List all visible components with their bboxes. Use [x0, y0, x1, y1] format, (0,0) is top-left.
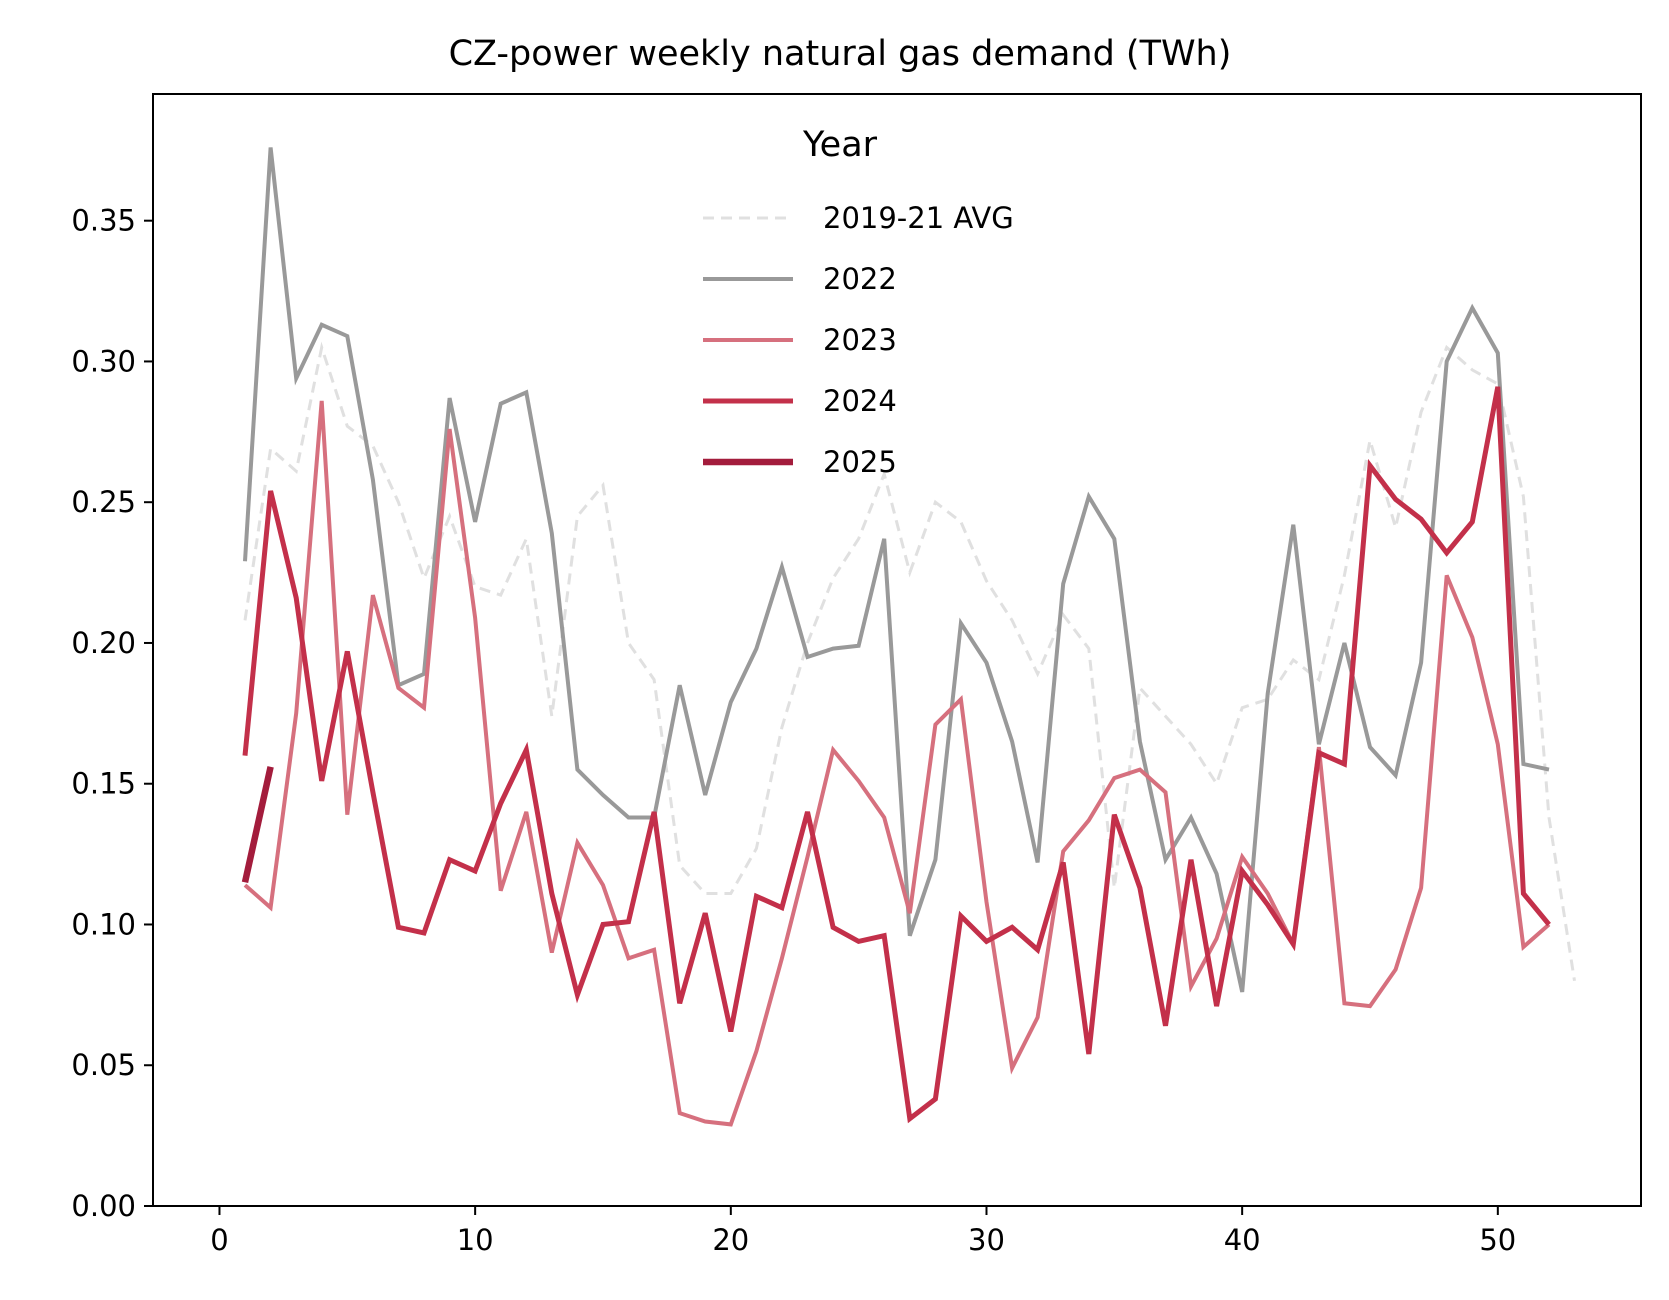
- series-line-3: [242, 386, 1551, 1124]
- legend-title: Year: [802, 125, 878, 165]
- series-lines: [241, 147, 1576, 1127]
- x-tick-label: 40: [1224, 1223, 1261, 1257]
- legend-label: 2025: [823, 445, 897, 479]
- legend-label: 2019-21 AVG: [823, 201, 1014, 235]
- series-line-4: [241, 766, 274, 884]
- legend-label: 2022: [823, 262, 897, 296]
- chart-title: CZ-power weekly natural gas demand (TWh): [449, 34, 1232, 74]
- y-tick-label: 0.10: [71, 907, 136, 941]
- series-line-2: [243, 400, 1551, 1127]
- legend: Year 2019-21 AVG 2022 2023 2024 2025: [703, 125, 1014, 479]
- y-tick-label: 0.25: [71, 485, 136, 519]
- series-line-1: [243, 147, 1550, 993]
- x-tick-label: 10: [457, 1223, 494, 1257]
- y-tick-label: 0.00: [71, 1189, 136, 1223]
- x-tick-label: 0: [210, 1223, 228, 1257]
- plot-frame: [152, 93, 1642, 1207]
- legend-label: 2024: [823, 384, 897, 418]
- y-tick-label: 0.30: [71, 344, 136, 378]
- y-tick-label: 0.05: [71, 1048, 136, 1082]
- x-tick-label: 20: [712, 1223, 749, 1257]
- x-tick-label: 50: [1479, 1223, 1516, 1257]
- axes: 0 10 20 30 40 50 0.00 0.05 0.10 0.15 0.20 0.25 0.30 0…: [71, 93, 1642, 1257]
- legend-label: 2023: [823, 323, 897, 357]
- y-tick-label: 0.15: [71, 767, 136, 801]
- y-tick-label: 0.35: [71, 204, 136, 238]
- x-tick-label: 30: [968, 1223, 1005, 1257]
- y-tick-label: 0.20: [71, 626, 136, 660]
